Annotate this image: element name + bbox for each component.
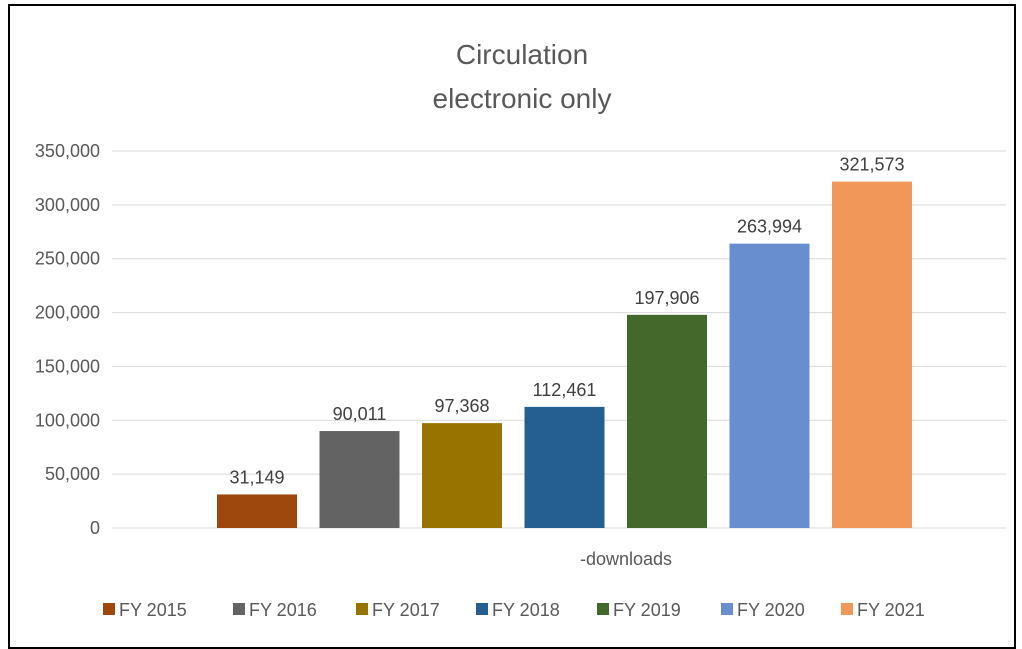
- data-label: 97,368: [434, 396, 489, 416]
- y-tick-label: 150,000: [35, 356, 100, 376]
- legend-item: FY 2019: [597, 600, 681, 620]
- data-label: 112,461: [533, 380, 597, 400]
- y-axis-ticks: 0 50,000 100,000 150,000 200,000 250,000 300,0…: [35, 141, 100, 538]
- legend-item: FY 2021: [841, 600, 925, 620]
- legend-swatch: [841, 603, 853, 615]
- data-label: 197,906: [634, 288, 699, 308]
- bar-fy-2017: [422, 423, 502, 528]
- y-tick-label: 100,000: [35, 410, 100, 430]
- chart-subtitle: electronic only: [433, 83, 612, 114]
- bar-fy-2019: [627, 314, 707, 528]
- legend-swatch: [103, 603, 115, 615]
- y-tick-label: 50,000: [45, 464, 100, 484]
- data-label: 90,011: [333, 404, 387, 424]
- chart-frame: Circulation electronic only 0 50,000 100,0…: [8, 4, 1016, 649]
- y-tick-label: 200,000: [35, 303, 100, 323]
- legend-label: FY 2021: [857, 600, 925, 620]
- legend-label: FY 2016: [249, 600, 317, 620]
- bar-fy-2018: [524, 406, 605, 528]
- x-category-label: -downloads: [580, 549, 672, 569]
- data-label: 321,573: [839, 155, 904, 175]
- legend-label: FY 2020: [737, 600, 805, 620]
- legend-item: FY 2015: [103, 600, 187, 620]
- legend-item: FY 2018: [476, 600, 560, 620]
- legend-item: FY 2017: [356, 600, 440, 620]
- y-tick-label: 300,000: [35, 195, 100, 215]
- legend-label: FY 2018: [492, 600, 560, 620]
- legend-swatch: [597, 603, 609, 615]
- legend-swatch: [476, 603, 488, 615]
- legend-item: FY 2016: [233, 600, 317, 620]
- legend-swatch: [356, 603, 368, 615]
- y-tick-label: 250,000: [35, 249, 100, 269]
- bar-fy-2020: [729, 243, 810, 528]
- legend-swatch: [233, 603, 245, 615]
- legend-swatch: [721, 603, 733, 615]
- y-tick-label: 350,000: [35, 141, 100, 161]
- bars: [217, 181, 912, 528]
- bar-fy-2015: [217, 494, 297, 528]
- legend: FY 2015 FY 2016 FY 2017 FY 2018 FY 2019 FY 20…: [103, 600, 925, 620]
- data-labels: 31,149 90,011 97,368 112,461 197,906 263,994 3…: [229, 155, 904, 488]
- data-label: 31,149: [229, 467, 284, 487]
- legend-label: FY 2019: [613, 600, 681, 620]
- bar-fy-2016: [319, 431, 400, 528]
- y-tick-label: 0: [90, 518, 100, 538]
- chart-title: Circulation: [456, 39, 588, 70]
- legend-label: FY 2015: [119, 600, 187, 620]
- data-label: 263,994: [737, 217, 802, 237]
- bar-fy-2021: [832, 181, 912, 528]
- bar-chart: Circulation electronic only 0 50,000 100,0…: [35, 39, 1006, 620]
- legend-item: FY 2020: [721, 600, 805, 620]
- legend-label: FY 2017: [372, 600, 440, 620]
